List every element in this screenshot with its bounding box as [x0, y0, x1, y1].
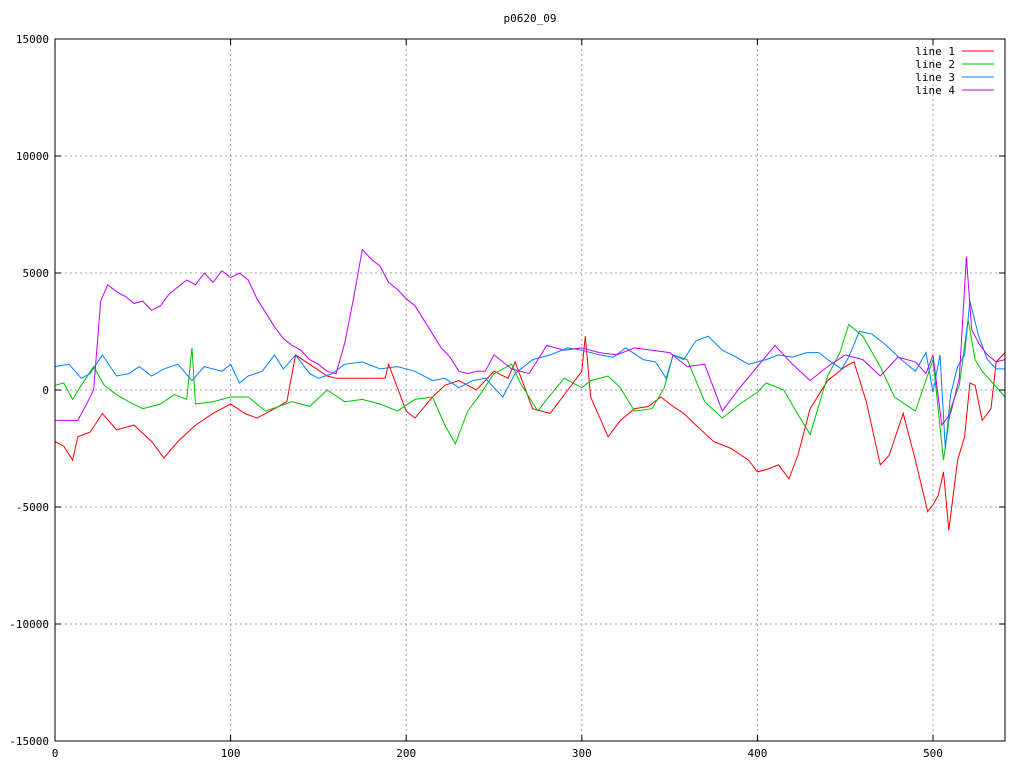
legend-label-2: line 2: [915, 58, 955, 71]
chart-title: p0620_09: [504, 12, 557, 25]
y-tick-label: -5000: [16, 501, 49, 514]
series-line-2: [54, 319, 1006, 461]
x-tick-label: 200: [396, 747, 416, 760]
y-tick-label: 0: [42, 384, 49, 397]
y-tick-label: -10000: [9, 618, 49, 631]
legend-label-4: line 4: [915, 84, 955, 97]
series-line-3: [54, 300, 1005, 449]
x-tick-label: 0: [52, 747, 59, 760]
legend-label-3: line 3: [915, 71, 955, 84]
series-group: [54, 248, 1006, 531]
y-tick-label: -15000: [9, 735, 49, 748]
y-tick-label: 15000: [16, 33, 49, 46]
y-tick-label: 5000: [23, 267, 50, 280]
x-tick-label: 300: [572, 747, 592, 760]
x-tick-label: 100: [221, 747, 241, 760]
series-line-4: [55, 248, 1006, 427]
axis-ticks: -15000 -10000 -5000 0 5000 10000 15000 0 100 200 3…: [9, 33, 1005, 760]
series-line-1: [54, 336, 1006, 531]
grid: [55, 39, 1005, 741]
legend-label-1: line 1: [915, 45, 955, 58]
x-tick-label: 400: [747, 747, 767, 760]
y-tick-label: 10000: [16, 150, 49, 163]
x-tick-label: 500: [923, 747, 943, 760]
